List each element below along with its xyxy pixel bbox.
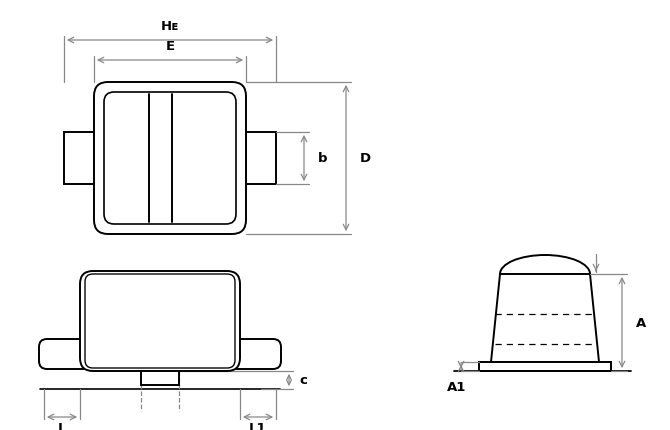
FancyBboxPatch shape (229, 339, 281, 369)
Bar (479, 362, 611, 371)
Text: D: D (360, 152, 371, 165)
Text: A1: A1 (447, 380, 466, 393)
FancyBboxPatch shape (80, 271, 240, 371)
Text: b: b (318, 152, 328, 165)
Text: L1: L1 (249, 421, 267, 430)
FancyBboxPatch shape (94, 83, 246, 234)
Bar (141, 371, 179, 385)
Text: L: L (58, 421, 66, 430)
Text: A: A (636, 316, 647, 329)
Text: E: E (165, 40, 175, 53)
FancyBboxPatch shape (39, 339, 91, 369)
Text: Hᴇ: Hᴇ (161, 20, 180, 33)
FancyBboxPatch shape (85, 274, 235, 368)
FancyBboxPatch shape (104, 93, 236, 224)
Bar (64, 133, 94, 184)
Bar (246, 133, 276, 184)
Text: c: c (299, 374, 307, 387)
